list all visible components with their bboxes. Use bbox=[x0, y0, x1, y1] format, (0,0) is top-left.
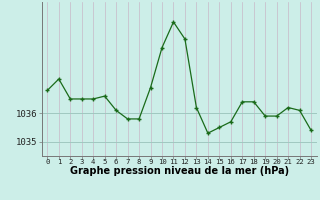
X-axis label: Graphe pression niveau de la mer (hPa): Graphe pression niveau de la mer (hPa) bbox=[70, 166, 289, 176]
